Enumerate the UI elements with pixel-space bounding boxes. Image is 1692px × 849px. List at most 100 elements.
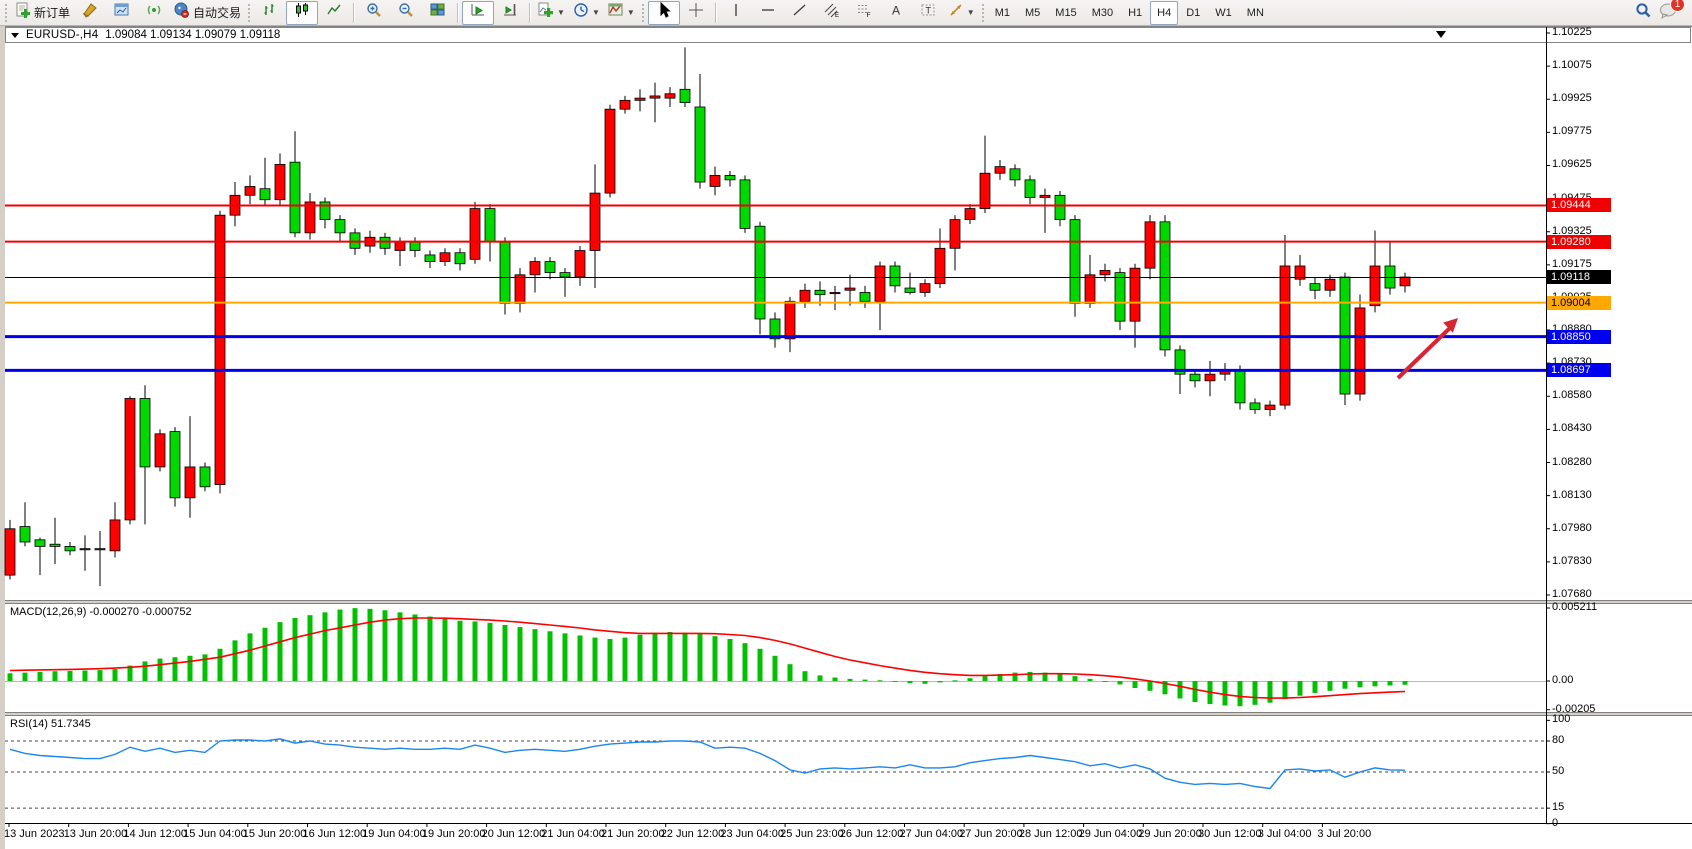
chart-window-button[interactable] [106, 1, 138, 25]
arrow-annotation[interactable] [1396, 324, 1454, 380]
periods-dropdown-caret[interactable]: ▼ [591, 7, 600, 17]
auto-trading-label: 自动交易 [193, 6, 242, 20]
chart-collapse-icon[interactable] [11, 32, 19, 38]
bear-candle [379, 236, 391, 249]
crosshair-button[interactable] [680, 1, 712, 25]
date-axis-label: 25 Jun 23:00 [780, 828, 844, 840]
rsi-value: 51.7345 [50, 718, 91, 730]
chisel-tool-button[interactable] [74, 1, 106, 25]
timeframe-D1[interactable]: D1 [1186, 6, 1201, 19]
vertical-line-button[interactable] [720, 1, 752, 25]
rsi-axis-label: 50 [1552, 765, 1565, 777]
bar-chart-button[interactable] [254, 1, 286, 25]
bull-candle [934, 247, 946, 285]
price-axis-label: 1.10075 [1552, 59, 1592, 72]
timeframe-M30[interactable]: M30 [1091, 6, 1114, 19]
timeframe-W1[interactable]: W1 [1215, 6, 1232, 19]
templates-button[interactable]: ▼ [604, 1, 639, 25]
bull-candle [184, 466, 196, 499]
macd-histogram-bar [1027, 671, 1033, 681]
zoom-in-button[interactable] [358, 1, 390, 25]
timeframe-M15[interactable]: M15 [1055, 6, 1077, 19]
rsi-line [9, 738, 1406, 790]
search-button[interactable] [1627, 1, 1659, 25]
macd-histogram-bar [1387, 681, 1393, 686]
text-label-button[interactable]: T [912, 1, 944, 25]
timeframe-M1[interactable]: M1 [994, 6, 1010, 19]
bar-chart-icon [262, 2, 278, 23]
macd-histogram-bar [142, 661, 148, 681]
price-axis-label: 1.09625 [1552, 158, 1592, 171]
new-order-icon [15, 2, 31, 23]
macd-histogram-bar [667, 631, 673, 681]
toolbar-grip[interactable] [640, 3, 646, 22]
tile-windows-button[interactable] [422, 1, 454, 25]
bull-candle [964, 208, 976, 220]
bull-candle [919, 283, 931, 293]
price-axis-label: 1.09175 [1552, 257, 1592, 270]
macd-histogram-bar [1102, 681, 1108, 682]
indicators-button[interactable]: ▼ [534, 1, 569, 25]
macd-histogram-bar [1327, 681, 1333, 691]
arrows-dropdown-caret[interactable]: ▼ [966, 7, 975, 17]
fibonacci-button[interactable]: F [848, 1, 880, 25]
price-level-badge-1.08697: 1.08697 [1547, 363, 1611, 378]
equidistant-channel-button[interactable]: E [816, 1, 848, 25]
price-level-badge-1.09118: 1.09118 [1547, 270, 1611, 285]
bull-candle [1294, 265, 1306, 280]
signal-button[interactable] [138, 1, 170, 25]
macd-histogram-bar [862, 679, 868, 681]
auto-scroll-button[interactable] [462, 0, 495, 25]
trendline-button[interactable] [784, 1, 816, 25]
macd-histogram-bar [1177, 681, 1183, 699]
bull-candle [1129, 267, 1141, 322]
bear-candle [454, 252, 466, 265]
candlestick-chart-button[interactable] [286, 0, 319, 25]
bear-candle [424, 254, 436, 262]
scroll-to-end-marker[interactable] [1436, 31, 1446, 38]
line-chart-button[interactable] [318, 1, 350, 25]
macd-indicator-label: MACD(12,26,9) -0.000270 -0.000752 [10, 606, 192, 618]
text-button[interactable]: A [880, 1, 912, 25]
macd-histogram-bar [952, 680, 958, 682]
bull-candle [469, 208, 481, 260]
chart-title-bar[interactable]: EURUSD-,H4 1.09084 1.09134 1.09079 1.091… [5, 27, 1691, 43]
macd-histogram-bar [262, 627, 268, 681]
macd-histogram-bar [1057, 673, 1063, 681]
auto-trading-button[interactable]: 自动交易 [170, 1, 245, 25]
chart-shift-button[interactable] [494, 1, 526, 25]
horizontal-line-button[interactable] [752, 1, 784, 25]
timeframe-H1[interactable]: H1 [1128, 6, 1143, 19]
timeframe-M5[interactable]: M5 [1025, 6, 1041, 19]
bull-candle [124, 398, 136, 521]
new-order-button[interactable]: 新订单 [11, 1, 74, 25]
macd-histogram-bar [502, 624, 508, 681]
toolbar-grip[interactable] [980, 3, 986, 22]
templates-dropdown-caret[interactable]: ▼ [626, 7, 635, 17]
indicators-dropdown-caret[interactable]: ▼ [557, 7, 565, 17]
macd-histogram-bar [322, 612, 328, 681]
bull-candle [994, 166, 1006, 174]
periods-button[interactable]: ▼ [569, 1, 604, 25]
timeframe-H4[interactable]: H4 [1150, 0, 1179, 25]
bull-candle [784, 300, 796, 340]
toolbar-grip[interactable] [247, 3, 253, 22]
zoom-out-button[interactable] [390, 1, 422, 25]
arrow-annotation-head[interactable] [1443, 318, 1458, 333]
bear-candle [199, 466, 211, 488]
chart-window[interactable] [5, 26, 1692, 849]
macd-histogram-bar [517, 627, 523, 681]
bear-candle [1159, 221, 1171, 351]
macd-histogram-bar [412, 614, 418, 681]
price-axis-label: 1.07980 [1552, 521, 1592, 534]
price-axis-label: 1.07680 [1552, 588, 1592, 600]
toolbar-grip[interactable] [4, 3, 9, 22]
timeframe-MN[interactable]: MN [1246, 6, 1264, 19]
macd-histogram-bar [547, 631, 553, 681]
arrows-tool-button[interactable]: ▼ [944, 1, 979, 25]
bear-candle [559, 272, 571, 278]
notifications-button[interactable]: 1 [1659, 0, 1685, 24]
rsi-indicator-label: RSI(14) 51.7345 [10, 718, 91, 730]
cursor-button[interactable] [647, 0, 680, 25]
